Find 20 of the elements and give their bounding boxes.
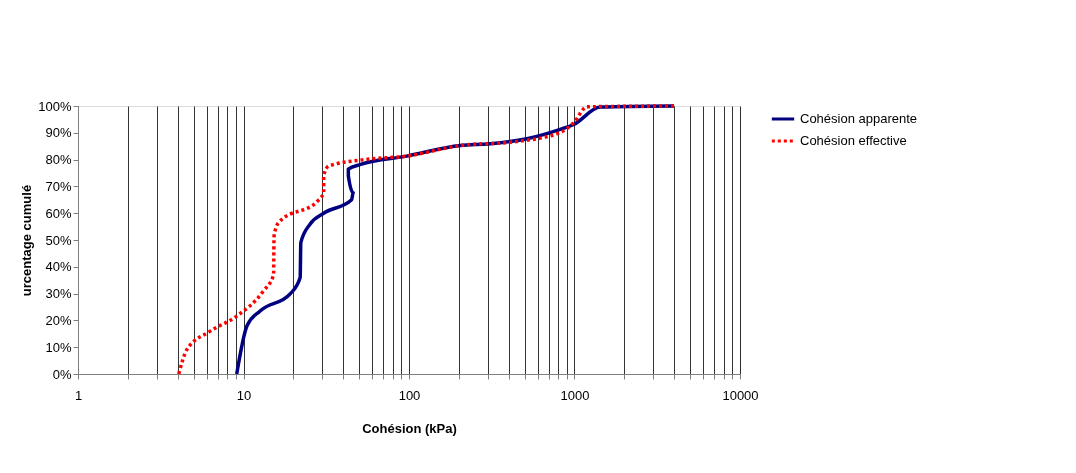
y-tick-label: 0% bbox=[52, 366, 72, 382]
x-tick-label: 1 bbox=[74, 387, 83, 403]
y-tick-label: 30% bbox=[45, 286, 72, 302]
y-axis-title: urcentage cumulé bbox=[19, 184, 35, 297]
y-tick-label: 40% bbox=[45, 259, 72, 275]
x-tick-label: 10 bbox=[236, 387, 252, 403]
x-tick-label: 1000 bbox=[560, 387, 590, 403]
y-tick-label: 50% bbox=[45, 232, 72, 248]
x-tick-label: 10000 bbox=[722, 387, 759, 403]
y-tick-label: 80% bbox=[45, 152, 72, 168]
x-axis-title: Cohésion (kPa) bbox=[362, 420, 457, 436]
y-tick-label: 60% bbox=[45, 205, 72, 221]
y-tick-label: 10% bbox=[45, 339, 72, 355]
legend-label: Cohésion effective bbox=[800, 133, 907, 148]
y-tick-label: 100% bbox=[38, 98, 72, 114]
y-tick-label: 90% bbox=[45, 125, 72, 141]
y-tick-label: 70% bbox=[45, 178, 72, 194]
x-tick-label: 100 bbox=[398, 387, 421, 403]
legend-label: Cohésion apparente bbox=[800, 111, 918, 126]
y-tick-label: 20% bbox=[45, 312, 72, 328]
